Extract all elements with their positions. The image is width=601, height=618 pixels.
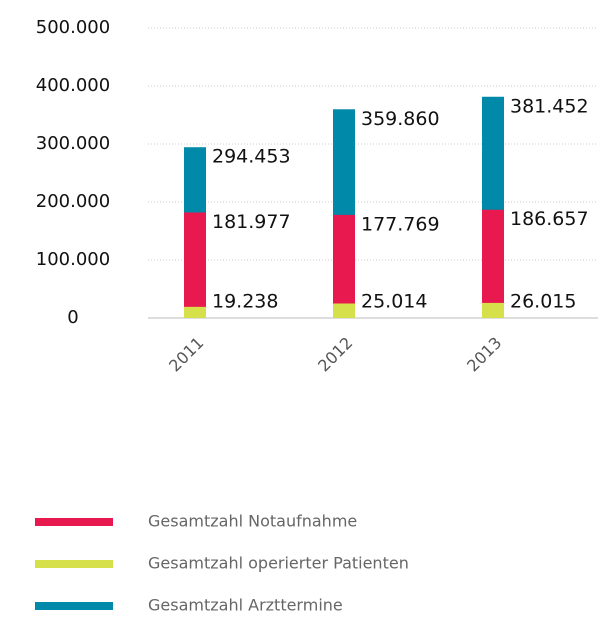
x-tick-label: 2013: [463, 333, 505, 375]
legend-swatch: [35, 602, 113, 610]
y-tick-label: 300.000: [36, 133, 110, 154]
value-label: 19.238: [212, 291, 278, 313]
value-label: 26.015: [510, 291, 576, 313]
value-label: 25.014: [361, 291, 427, 313]
y-tick-label: 200.000: [36, 191, 110, 212]
value-label: 294.453: [212, 146, 291, 168]
legend-swatch: [35, 518, 113, 526]
bar: [333, 303, 355, 318]
bar: [333, 214, 355, 318]
y-tick-label: 100.000: [36, 249, 110, 270]
bar: [482, 209, 504, 318]
legend-label: Gesamtzahl Arzttermine: [148, 596, 343, 615]
legend-label: Gesamtzahl operierter Patienten: [148, 554, 409, 573]
value-label: 359.860: [361, 108, 440, 130]
x-tick-label: 2011: [165, 333, 207, 375]
bar: [184, 306, 206, 318]
y-tick-label: 500.000: [36, 17, 110, 38]
value-label: 181.977: [212, 211, 291, 233]
y-tick-label: 400.000: [36, 75, 110, 96]
legend-label: Gesamtzahl Notaufnahme: [148, 512, 357, 531]
legend-swatch: [35, 560, 113, 568]
value-label: 381.452: [510, 95, 589, 117]
value-label: 186.657: [510, 208, 589, 230]
value-label: 177.769: [361, 213, 440, 235]
y-tick-label: 0: [67, 307, 78, 328]
x-tick-label: 2012: [314, 333, 356, 375]
bar: [184, 212, 206, 318]
bar: [482, 302, 504, 318]
